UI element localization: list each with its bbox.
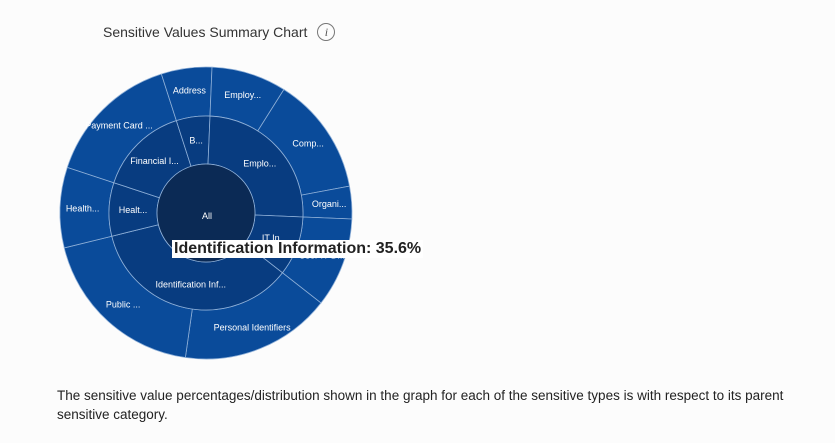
inner-label-it-in: IT In... <box>262 233 287 243</box>
outer-label-comp: Comp... <box>292 139 324 149</box>
outer-label-address: Address <box>173 86 207 96</box>
center-group: All <box>156 163 256 263</box>
inner-label-healt: Healt... <box>119 205 148 215</box>
outer-label-personal-identifiers: Personal Identifiers <box>214 323 292 333</box>
inner-label-identification-inf: Identification Inf... <box>155 279 226 289</box>
outer-label-employ: Employ... <box>224 90 261 100</box>
chart-header: Sensitive Values Summary Chart i <box>103 23 336 41</box>
inner-label-financial-i: Financial I... <box>130 156 179 166</box>
inner-label-emplo: Emplo... <box>243 159 276 169</box>
footnote: The sensitive value percentages/distribu… <box>57 388 784 422</box>
center-segment-all[interactable] <box>156 163 256 263</box>
center-label: All <box>202 211 212 221</box>
outer-label-health: Health... <box>66 203 100 213</box>
chart-title: Sensitive Values Summary Chart <box>103 24 308 40</box>
outer-label-payment-card: Payment Card ... <box>85 120 153 130</box>
outer-ring: Personal Identifiers Public ... Health... P… <box>59 66 353 360</box>
outer-label-public: Public ... <box>106 300 141 310</box>
outer-label-organi: Organi... <box>312 199 347 209</box>
info-icon[interactable]: i <box>317 23 336 41</box>
chart-tooltip: Identification Information: 35.6% <box>172 240 424 258</box>
inner-label-b: B... <box>189 136 203 146</box>
